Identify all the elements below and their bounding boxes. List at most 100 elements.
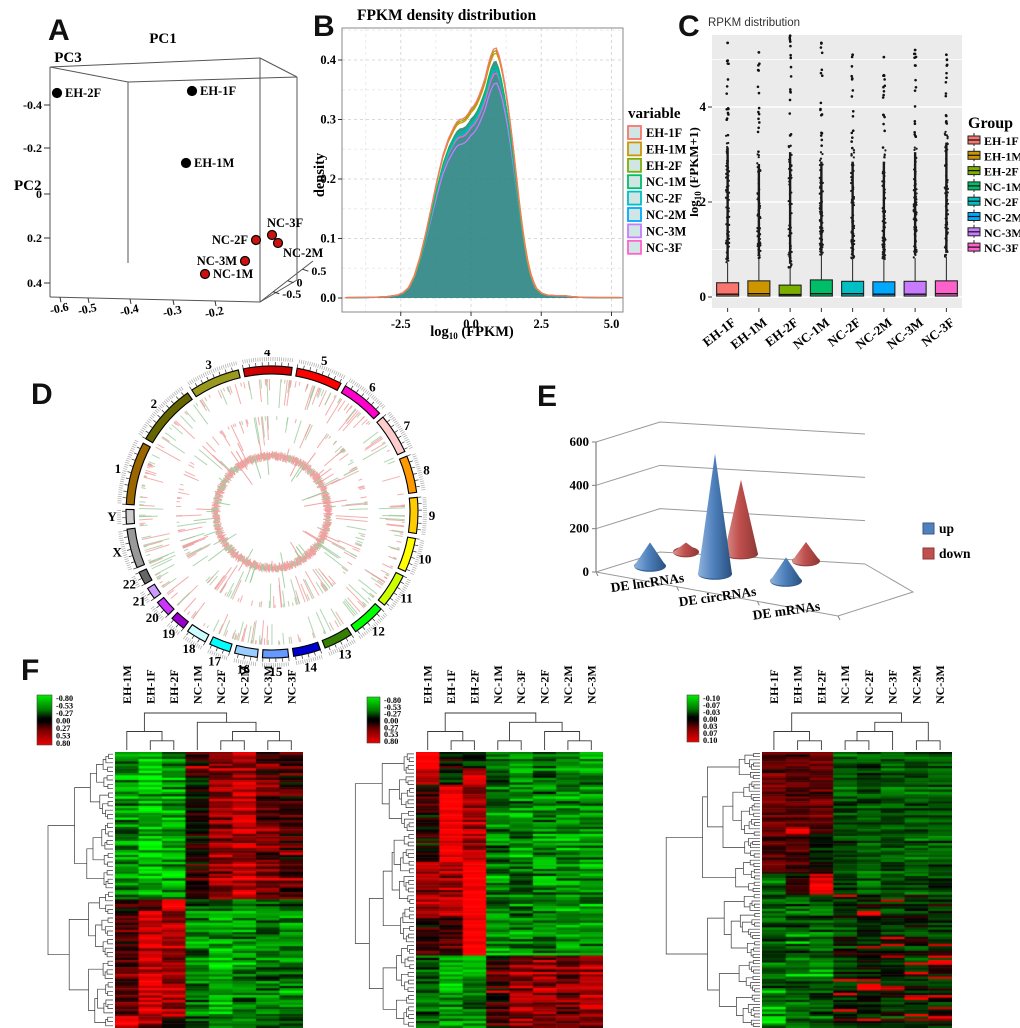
heatmap-body-circRNA (416, 752, 603, 1028)
svg-text:0.0: 0.0 (463, 317, 479, 331)
svg-text:-0.2: -0.2 (203, 303, 224, 321)
chromosome-4 (242, 365, 293, 378)
svg-text:0.4: 0.4 (27, 276, 42, 290)
svg-text:NC-2F: NC-2F (212, 233, 248, 247)
pca-point-NC-2M (272, 237, 284, 249)
cone-up-1 (698, 453, 732, 579)
color-scale-heatmap-lncRNA (36, 694, 53, 746)
svg-text:0: 0 (583, 564, 590, 579)
chromosome-5 (295, 367, 342, 392)
cone-up-2 (770, 557, 802, 586)
legend-swatch-EH-2F (627, 157, 642, 173)
chromosome-9 (407, 496, 419, 535)
chromosome-18 (186, 623, 210, 643)
chromosome-7 (376, 416, 406, 456)
box-EH-1M (747, 280, 771, 297)
chromosome-17 (209, 636, 233, 653)
svg-text:NC-2F: NC-2F (646, 192, 682, 206)
svg-text:11: 11 (400, 591, 412, 606)
pca-point-NC-3F (266, 229, 278, 241)
col-label-NC-2M: NC-2M (909, 665, 923, 704)
svg-text:-0.2: -0.2 (23, 141, 42, 155)
col-label-EH-1M: EH-1M (421, 665, 435, 704)
cone-up-0 (634, 542, 666, 571)
box-EH-2F (778, 284, 802, 297)
svg-text:0.0: 0.0 (320, 291, 336, 305)
chromosome-X (126, 527, 146, 569)
svg-text:NC-3F: NC-3F (918, 315, 957, 350)
svg-text:-0.5: -0.5 (76, 300, 97, 318)
svg-text:NC-3M: NC-3M (984, 226, 1020, 240)
scale-tick: 0.00 (56, 717, 70, 726)
col-label-NC-3M: NC-3M (933, 665, 947, 704)
col-label-NC-3F: NC-3F (284, 669, 298, 704)
chromosome-20 (156, 596, 175, 616)
chromosome-Y (125, 508, 136, 525)
svg-text:21: 21 (133, 593, 146, 608)
scale-tick: -0.53 (56, 702, 73, 711)
scale-tick: -0.80 (56, 694, 73, 703)
scale-tick: 0.80 (384, 737, 398, 746)
chromosome-6 (340, 385, 381, 420)
svg-text:DE lncRNAs: DE lncRNAs (610, 570, 685, 595)
svg-text:4: 4 (264, 350, 271, 359)
pca-point-NC-1M (199, 268, 211, 280)
pca-point-NC-2F (250, 234, 262, 246)
chromosome-19 (171, 611, 190, 629)
col-label-EH-1M: EH-1M (120, 665, 134, 704)
svg-text:10: 10 (418, 551, 431, 566)
scale-tick: 0.07 (703, 729, 717, 738)
col-label-NC-1M: NC-1M (491, 665, 505, 704)
svg-text:log10 (FPKM+1): log10 (FPKM+1) (690, 127, 703, 217)
legend-swatch-NC-2F (627, 190, 642, 206)
panel-label-d: D (31, 378, 53, 411)
chromosome-13 (321, 627, 353, 649)
col-dendrogram-heatmap-mRNA (773, 712, 941, 750)
circos-track-outer (139, 379, 405, 646)
chromosome-11 (377, 571, 404, 606)
svg-text:-0.5: -0.5 (282, 287, 301, 301)
svg-text:18: 18 (182, 641, 196, 656)
svg-text:22: 22 (123, 577, 136, 592)
svg-text:0.3: 0.3 (320, 113, 336, 127)
plot-title: RPKM distribution (708, 17, 800, 29)
svg-text:NC-2M: NC-2M (984, 211, 1020, 225)
legend-swatch-NC-2M (627, 207, 642, 222)
svg-text:-0.4: -0.4 (118, 301, 139, 319)
legend-swatch-NC-3F (627, 239, 642, 255)
svg-text:NC-3F: NC-3F (646, 241, 682, 255)
svg-text:7: 7 (404, 418, 411, 433)
col-dendrogram-heatmap-lncRNA (126, 712, 292, 750)
chromosome-12 (350, 602, 382, 633)
scale-tick: 0.80 (56, 739, 70, 748)
svg-text:NC-3F: NC-3F (267, 216, 303, 230)
chromosome-3 (190, 369, 241, 398)
panel-label-b: B (313, 10, 335, 43)
scale-tick: 0.27 (56, 724, 70, 733)
svg-text:Y: Y (107, 509, 117, 524)
col-label-EH-1F: EH-1F (444, 669, 458, 704)
box-NC-2M (872, 281, 896, 297)
chromosome-14 (291, 641, 322, 658)
svg-text:0: 0 (297, 276, 303, 290)
col-label-EH-2F: EH-2F (167, 669, 181, 704)
svg-text:EH-1M: EH-1M (984, 149, 1020, 163)
svg-text:0.5: 0.5 (311, 264, 326, 278)
svg-text:-0.3: -0.3 (161, 302, 182, 320)
svg-text:EH-1M: EH-1M (646, 142, 686, 156)
scale-tick: 0.10 (703, 736, 717, 745)
svg-text:2: 2 (151, 396, 158, 411)
scale-tick: -0.03 (703, 708, 720, 717)
col-label-EH-1F: EH-1F (143, 669, 157, 704)
svg-text:14: 14 (304, 659, 318, 674)
col-label-EH-1M: EH-1M (791, 665, 805, 704)
svg-text:PC3: PC3 (54, 50, 82, 66)
legend-variable: variable EH-1F EH-1M EH-2F NC-1M NC-2F NC-2M NC… (627, 106, 686, 255)
scale-tick: -0.53 (384, 703, 401, 712)
svg-text:8: 8 (423, 462, 430, 477)
cone-down-0 (673, 542, 699, 557)
fpkm-density-plot: 0.0 0.1 0.2 0.3 0.4 -2.5 0.0 2.5 5.0 FPKM density… (312, 7, 686, 341)
chromosome-2 (144, 392, 193, 444)
